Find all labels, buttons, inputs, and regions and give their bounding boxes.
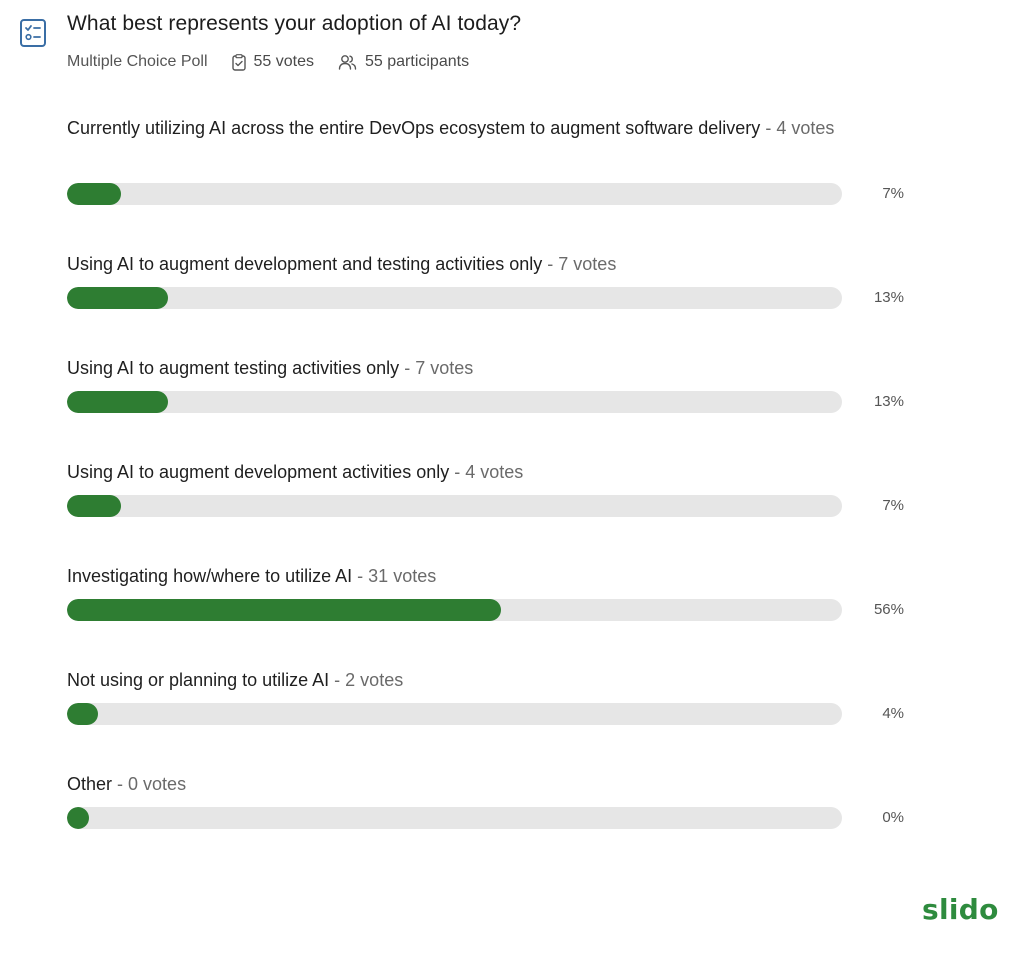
option-text: Using AI to augment testing activities o…	[67, 358, 400, 378]
votes-count-label: 55 votes	[253, 53, 314, 70]
poll-type-label: Multiple Choice Poll	[67, 53, 208, 70]
ballot-icon	[231, 53, 246, 71]
option-bar-fill	[67, 183, 121, 205]
option-votes: 7 votes	[415, 358, 474, 378]
option-label: Not using or planning to utilize AI - 2 …	[67, 664, 897, 697]
option-bar-fill	[67, 495, 121, 517]
option-bar-track	[67, 287, 842, 309]
option-percent: 13%	[873, 393, 904, 410]
option-percent: 13%	[873, 289, 904, 306]
poll-option: Using AI to augment testing activities o…	[67, 348, 927, 452]
slido-logo: slido	[922, 893, 999, 926]
poll-option: Using AI to augment development and test…	[67, 244, 927, 348]
option-label: Other - 0 votes	[67, 768, 897, 801]
option-bar-fill	[67, 703, 98, 725]
participants-count-label: 55 participants	[365, 53, 470, 70]
option-separator: -	[352, 566, 369, 586]
option-bar-fill	[67, 599, 501, 621]
option-bar-track	[67, 599, 842, 621]
option-percent: 7%	[882, 185, 904, 202]
option-bar-fill	[67, 391, 168, 413]
option-separator: -	[112, 774, 129, 794]
option-text: Other	[67, 774, 113, 794]
option-bar-fill	[67, 807, 89, 829]
poll-title: What best represents your adoption of AI…	[67, 12, 522, 35]
option-bar-track	[67, 495, 842, 517]
option-separator: -	[399, 358, 416, 378]
option-separator: -	[329, 670, 346, 690]
option-percent: 56%	[873, 601, 904, 618]
option-label: Currently utilizing AI across the entire…	[67, 112, 897, 145]
option-percent: 7%	[882, 497, 904, 514]
votes-count: 55 votes	[231, 53, 314, 71]
option-bar-track	[67, 183, 842, 205]
poll-option: Other - 0 votes 0%	[67, 764, 927, 868]
option-text: Currently utilizing AI across the entire…	[67, 118, 761, 138]
option-bar-track	[67, 391, 842, 413]
option-percent: 0%	[882, 809, 904, 826]
participants-count: 55 participants	[338, 53, 469, 71]
poll-option: Not using or planning to utilize AI - 2 …	[67, 660, 927, 764]
option-label: Investigating how/where to utilize AI - …	[67, 560, 897, 593]
option-label: Using AI to augment testing activities o…	[67, 352, 897, 385]
poll-option: Currently utilizing AI across the entire…	[67, 108, 927, 244]
option-label: Using AI to augment development activiti…	[67, 456, 897, 489]
poll-options: Currently utilizing AI across the entire…	[67, 108, 927, 868]
option-votes: 2 votes	[345, 670, 404, 690]
poll-option: Using AI to augment development activiti…	[67, 452, 927, 556]
people-icon	[338, 55, 357, 70]
checklist-icon	[20, 19, 46, 47]
option-percent: 4%	[882, 705, 904, 722]
option-text: Using AI to augment development activiti…	[67, 462, 450, 482]
option-votes: 4 votes	[465, 462, 524, 482]
poll-meta: Multiple Choice Poll 55 votes 55 partici…	[67, 52, 493, 72]
option-votes: 7 votes	[558, 254, 617, 274]
option-separator: -	[542, 254, 559, 274]
option-text: Investigating how/where to utilize AI	[67, 566, 353, 586]
option-separator: -	[449, 462, 466, 482]
option-text: Not using or planning to utilize AI	[67, 670, 330, 690]
option-text: Using AI to augment development and test…	[67, 254, 543, 274]
option-votes: 31 votes	[368, 566, 437, 586]
option-bar-fill	[67, 287, 168, 309]
poll-option: Investigating how/where to utilize AI - …	[67, 556, 927, 660]
option-votes: 4 votes	[776, 118, 835, 138]
option-votes: 0 votes	[128, 774, 187, 794]
option-separator: -	[760, 118, 777, 138]
option-bar-track	[67, 807, 842, 829]
option-label: Using AI to augment development and test…	[67, 248, 897, 281]
option-bar-track	[67, 703, 842, 725]
